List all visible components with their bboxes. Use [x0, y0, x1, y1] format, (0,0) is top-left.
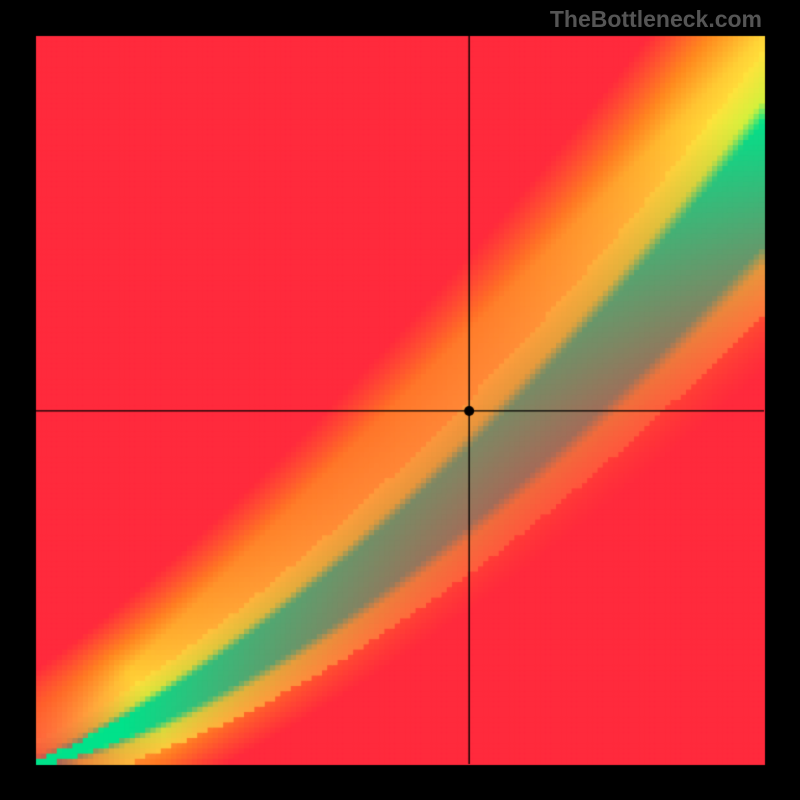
bottleneck-heatmap [0, 0, 800, 800]
watermark-text: TheBottleneck.com [550, 6, 762, 33]
chart-container: { "watermark": { "text": "TheBottleneck.… [0, 0, 800, 800]
